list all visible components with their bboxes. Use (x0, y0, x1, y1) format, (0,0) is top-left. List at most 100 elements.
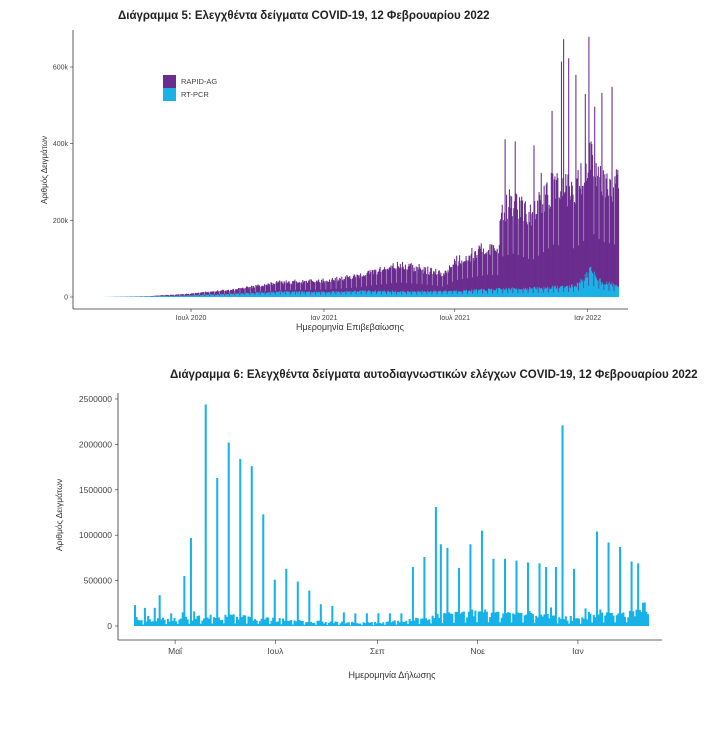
chart-1-bar-rt-pcr (190, 295, 192, 297)
chart-1-bar-rt-pcr (302, 291, 304, 297)
chart-2-bar (607, 542, 610, 626)
chart-1-bar-rapid-ag (522, 256, 524, 294)
chart-1-bar-rt-pcr (414, 291, 416, 297)
chart-1-bar-rapid-ag (524, 203, 526, 290)
chart-1-bar-rapid-ag (244, 292, 246, 296)
chart-1-bar-rt-pcr (542, 289, 544, 297)
chart-1-bar-rapid-ag (198, 295, 201, 297)
chart-1-bar-rapid-ag (245, 287, 247, 294)
chart-1-bar-rapid-ag (571, 181, 573, 285)
chart-2-x-tick-label: Ιουλ (267, 646, 284, 656)
chart-1-bar-rapid-ag (165, 294, 167, 296)
chart-2-bar (448, 612, 451, 626)
chart-1-bar-rt-pcr (315, 294, 317, 297)
legend-label-rt-pcr: RT-PCR (181, 90, 209, 99)
chart-1-bar-rt-pcr (340, 294, 342, 297)
chart-2-bar (526, 562, 530, 626)
chart-1-bar-rapid-ag (430, 268, 432, 292)
chart-1-bar-rapid-ag (287, 282, 289, 292)
chart-1-bar-rt-pcr (264, 294, 266, 297)
chart-1-bar-rapid-ag (517, 255, 519, 294)
chart-1-bar-rapid-ag (412, 264, 414, 292)
chart-1-bar-rt-pcr (303, 292, 305, 297)
chart-1-bar-rt-pcr (461, 294, 464, 297)
chart-1-bar-rt-pcr (391, 290, 393, 297)
chart-1-bar-rapid-ag (482, 248, 484, 290)
chart-1-bar-rapid-ag (253, 287, 255, 294)
chart-1-bar-rt-pcr (547, 292, 549, 297)
chart-1-bar-rapid-ag (483, 254, 485, 290)
chart-1-bar-rt-pcr (381, 290, 383, 297)
chart-1-bar-rt-pcr (513, 288, 516, 297)
chart-1-bar-rt-pcr (178, 296, 180, 297)
chart-2-bar (273, 579, 276, 626)
chart-1-bar-rapid-ag (298, 281, 300, 292)
chart-1-bar-rt-pcr (491, 289, 493, 297)
chart-1-bar-rt-pcr (419, 292, 421, 297)
chart-2-bar (464, 622, 467, 626)
chart-1-bar-rt-pcr (342, 291, 344, 297)
chart-1-bar-rapid-ag (604, 174, 606, 284)
chart-2-bar (351, 621, 354, 626)
chart-1-bar-rt-pcr (241, 293, 243, 297)
chart-1-bar-rt-pcr (492, 293, 494, 297)
chart-2-bar (487, 622, 490, 626)
chart-2-bar (617, 613, 620, 626)
chart-1-bar-rapid-ag (499, 220, 501, 288)
chart-1-bar-rapid-ag (364, 276, 366, 291)
chart-1-bar-rt-pcr (604, 283, 606, 297)
chart-1-bar-rt-pcr (470, 291, 472, 297)
chart-1-bar-rapid-ag (338, 281, 340, 293)
chart-2-bar (622, 612, 625, 626)
chart-1-bar-rapid-ag (561, 196, 563, 287)
chart-1-bar-rt-pcr (612, 286, 614, 297)
chart-2-bar (199, 623, 202, 626)
chart-2-bar (494, 612, 497, 626)
chart-2-bar (479, 611, 482, 626)
chart-1-bar-rapid-ag (387, 268, 389, 291)
chart-1-bar-rapid-ag (612, 201, 614, 287)
chart-1-bar-rt-pcr (175, 295, 177, 297)
chart-1-bar-rapid-ag (440, 272, 442, 291)
chart-1-bar-rt-pcr (290, 292, 292, 297)
chart-1-bar-rapid-ag (243, 288, 245, 293)
chart-1-bar-rapid-ag (269, 290, 271, 295)
chart-2-bar (418, 623, 421, 626)
chart-1-bar-rt-pcr (401, 291, 404, 297)
chart-1-bar-rt-pcr (506, 289, 508, 297)
chart-1-bar-rapid-ag (284, 282, 286, 291)
chart-1-bar-rapid-ag (243, 288, 245, 294)
chart-1-bar-rt-pcr (220, 293, 222, 297)
chart-1-bar-rapid-ag (235, 289, 237, 295)
chart-1-bar-rt-pcr (162, 295, 164, 297)
chart-1-bar-rt-pcr (262, 292, 264, 297)
chart-1-bar-rapid-ag (472, 258, 474, 291)
chart-2-bar (252, 620, 255, 626)
chart-2-bar (244, 615, 247, 626)
chart-1-bar-rapid-ag (216, 290, 218, 295)
chart-2-bar (625, 622, 628, 626)
chart-1-bar-rt-pcr (469, 291, 471, 297)
chart-1-bar-rapid-ag (407, 266, 409, 292)
chart-1-bar-rapid-ag (555, 198, 557, 286)
chart-1-bar-rt-pcr (388, 292, 391, 297)
chart-2-y-tick-label: 2500000 (79, 394, 112, 404)
chart-1-bar-rapid-ag (302, 280, 304, 292)
chart-1-bar-rt-pcr (462, 291, 464, 297)
chart-1-bar-rapid-ag (568, 186, 570, 286)
chart-1-bar-rt-pcr (250, 292, 252, 297)
chart-1-bar-rt-pcr (551, 287, 553, 297)
chart-1-bar-rapid-ag (389, 267, 391, 292)
chart-1-bar-rapid-ag (537, 200, 539, 288)
chart-1-bar-rt-pcr (407, 291, 409, 297)
chart-1-bar-rt-pcr (571, 284, 573, 297)
chart-1-bar-rt-pcr (331, 291, 333, 297)
chart-1-bar-rapid-ag (456, 280, 458, 295)
chart-1-bar-rapid-ag (545, 184, 547, 289)
chart-2-bar (138, 620, 141, 626)
chart-2-bar (281, 618, 285, 626)
chart-1-bar-rt-pcr (533, 287, 535, 297)
chart-1-bar-rapid-ag (438, 270, 440, 292)
